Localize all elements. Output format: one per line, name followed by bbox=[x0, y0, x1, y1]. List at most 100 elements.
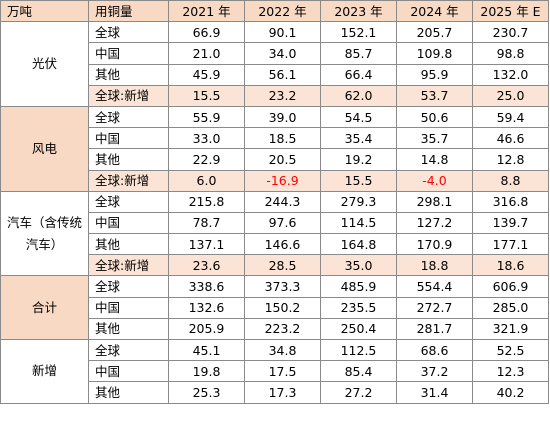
header-year: 2022 年 bbox=[244, 0, 321, 23]
value-cell: 21.0 bbox=[168, 42, 245, 65]
value-cell: 127.2 bbox=[396, 211, 473, 235]
value-cell: 20.5 bbox=[244, 148, 321, 171]
value-cell: 68.6 bbox=[396, 338, 473, 362]
value-cell: 485.9 bbox=[320, 275, 397, 298]
table-row: 中国 78.7 97.6 114.5 127.2 139.7 bbox=[1, 211, 549, 235]
table-row: 光伏 全球 66.9 90.1 152.1 205.7 230.7 bbox=[0, 21, 549, 107]
value-cell: 19.2 bbox=[320, 148, 397, 171]
value-cell: 17.5 bbox=[244, 360, 321, 383]
metric-label: 其他 bbox=[88, 233, 169, 256]
value-cell: 279.3 bbox=[320, 190, 397, 213]
metric-label: 全球 bbox=[88, 275, 169, 298]
header-year: 2021 年 bbox=[168, 0, 245, 23]
value-cell: -16.9 bbox=[244, 169, 321, 192]
value-cell: 606.9 bbox=[472, 275, 549, 298]
metric-label: 中国 bbox=[88, 42, 169, 65]
value-cell: 18.8 bbox=[396, 254, 473, 277]
value-cell: 66.9 bbox=[168, 21, 245, 44]
value-cell: 244.3 bbox=[244, 190, 321, 213]
value-cell: 177.1 bbox=[472, 233, 549, 256]
table-row: 全球:新增 15.5 23.2 62.0 53.7 25.0 bbox=[1, 84, 549, 107]
group-label: 光伏 bbox=[0, 21, 89, 107]
value-cell: 53.7 bbox=[396, 84, 473, 107]
metric-label: 中国 bbox=[88, 211, 169, 235]
value-cell: 46.6 bbox=[472, 127, 549, 150]
value-cell: 54.5 bbox=[320, 105, 397, 129]
header-row: 万吨 用铜量 2021 年 2022 年 2023 年 2024 年 2025 … bbox=[0, 0, 549, 23]
value-cell: 321.9 bbox=[472, 317, 549, 341]
value-cell: 316.8 bbox=[472, 190, 549, 213]
table-row: 其他 205.9 223.2 250.4 281.7 321.9 bbox=[1, 317, 549, 341]
table-row: 全球:新增 23.6 28.5 35.0 18.8 18.6 bbox=[1, 254, 549, 277]
value-cell: 15.5 bbox=[168, 84, 245, 107]
value-cell: 132.6 bbox=[168, 296, 245, 319]
metric-label: 其他 bbox=[88, 63, 169, 86]
value-cell: 132.0 bbox=[472, 63, 549, 86]
table-row: 其他 22.9 20.5 19.2 14.8 12.8 bbox=[1, 148, 549, 171]
value-cell: 31.4 bbox=[396, 381, 473, 404]
metric-label: 中国 bbox=[88, 127, 169, 150]
group-label: 新增 bbox=[0, 339, 89, 404]
value-cell: -4.0 bbox=[396, 169, 473, 192]
header-year: 2025 年 E bbox=[472, 0, 549, 23]
metric-label: 全球 bbox=[88, 190, 169, 213]
value-cell: 39.0 bbox=[244, 105, 321, 129]
value-cell: 50.6 bbox=[396, 105, 473, 129]
value-cell: 205.7 bbox=[396, 21, 473, 44]
table-row: 风电 全球 55.9 39.0 54.5 50.6 59.4 bbox=[0, 105, 549, 192]
value-cell: 95.9 bbox=[396, 63, 473, 86]
value-cell: 152.1 bbox=[320, 21, 397, 44]
metric-label: 中国 bbox=[88, 360, 169, 383]
value-cell: 373.3 bbox=[244, 275, 321, 298]
value-cell: 8.8 bbox=[472, 169, 549, 192]
header-year: 2024 年 bbox=[396, 0, 473, 23]
value-cell: 23.6 bbox=[168, 254, 245, 277]
value-cell: 215.8 bbox=[168, 190, 245, 213]
value-cell: 55.9 bbox=[168, 105, 245, 129]
value-cell: 97.6 bbox=[244, 211, 321, 235]
metric-label: 全球:新增 bbox=[88, 84, 169, 107]
value-cell: 137.1 bbox=[168, 233, 245, 256]
metric-label: 全球 bbox=[88, 105, 169, 129]
value-cell: 230.7 bbox=[472, 21, 549, 44]
value-cell: 18.6 bbox=[472, 254, 549, 277]
value-cell: 12.3 bbox=[472, 360, 549, 383]
table-row: 其他 25.3 17.3 27.2 31.4 40.2 bbox=[1, 381, 549, 404]
value-cell: 66.4 bbox=[320, 63, 397, 86]
metric-label: 其他 bbox=[88, 148, 169, 171]
value-cell: 35.4 bbox=[320, 127, 397, 150]
value-cell: 285.0 bbox=[472, 296, 549, 319]
header-unit: 万吨 bbox=[0, 0, 89, 23]
table-row: 汽车（含传统汽车） 全球 215.8 244.3 279.3 298.1 316.8 bbox=[0, 190, 549, 277]
table-body: 光伏 全球 66.9 90.1 152.1 205.7 230.7 中国 21.0 34.0 85.… bbox=[0, 21, 549, 404]
metric-label: 全球 bbox=[88, 21, 169, 44]
value-cell: 19.8 bbox=[168, 360, 245, 383]
value-cell: 554.4 bbox=[396, 275, 473, 298]
value-cell: 15.5 bbox=[320, 169, 397, 192]
metric-label: 全球:新增 bbox=[88, 254, 169, 277]
value-cell: 272.7 bbox=[396, 296, 473, 319]
copper-usage-table: 万吨 用铜量 2021 年 2022 年 2023 年 2024 年 2025 … bbox=[0, 0, 549, 404]
value-cell: 235.5 bbox=[320, 296, 397, 319]
table-row: 合计 全球 338.6 373.3 485.9 554.4 606.9 bbox=[0, 275, 549, 340]
value-cell: 45.1 bbox=[168, 338, 245, 362]
metric-label: 全球:新增 bbox=[88, 169, 169, 192]
table-row: 新增 全球 45.1 34.8 112.5 68.6 52.5 bbox=[0, 338, 549, 404]
value-cell: 34.8 bbox=[244, 338, 321, 362]
value-cell: 205.9 bbox=[168, 317, 245, 341]
value-cell: 85.4 bbox=[320, 360, 397, 383]
group-label: 汽车（含传统汽车） bbox=[0, 190, 89, 277]
value-cell: 35.7 bbox=[396, 127, 473, 150]
value-cell: 170.9 bbox=[396, 233, 473, 256]
value-cell: 90.1 bbox=[244, 21, 321, 44]
group-label: 合计 bbox=[0, 275, 89, 340]
value-cell: 98.8 bbox=[472, 42, 549, 65]
value-cell: 14.8 bbox=[396, 148, 473, 171]
value-cell: 146.6 bbox=[244, 233, 321, 256]
value-cell: 114.5 bbox=[320, 211, 397, 235]
value-cell: 37.2 bbox=[396, 360, 473, 383]
value-cell: 78.7 bbox=[168, 211, 245, 235]
value-cell: 85.7 bbox=[320, 42, 397, 65]
value-cell: 12.8 bbox=[472, 148, 549, 171]
